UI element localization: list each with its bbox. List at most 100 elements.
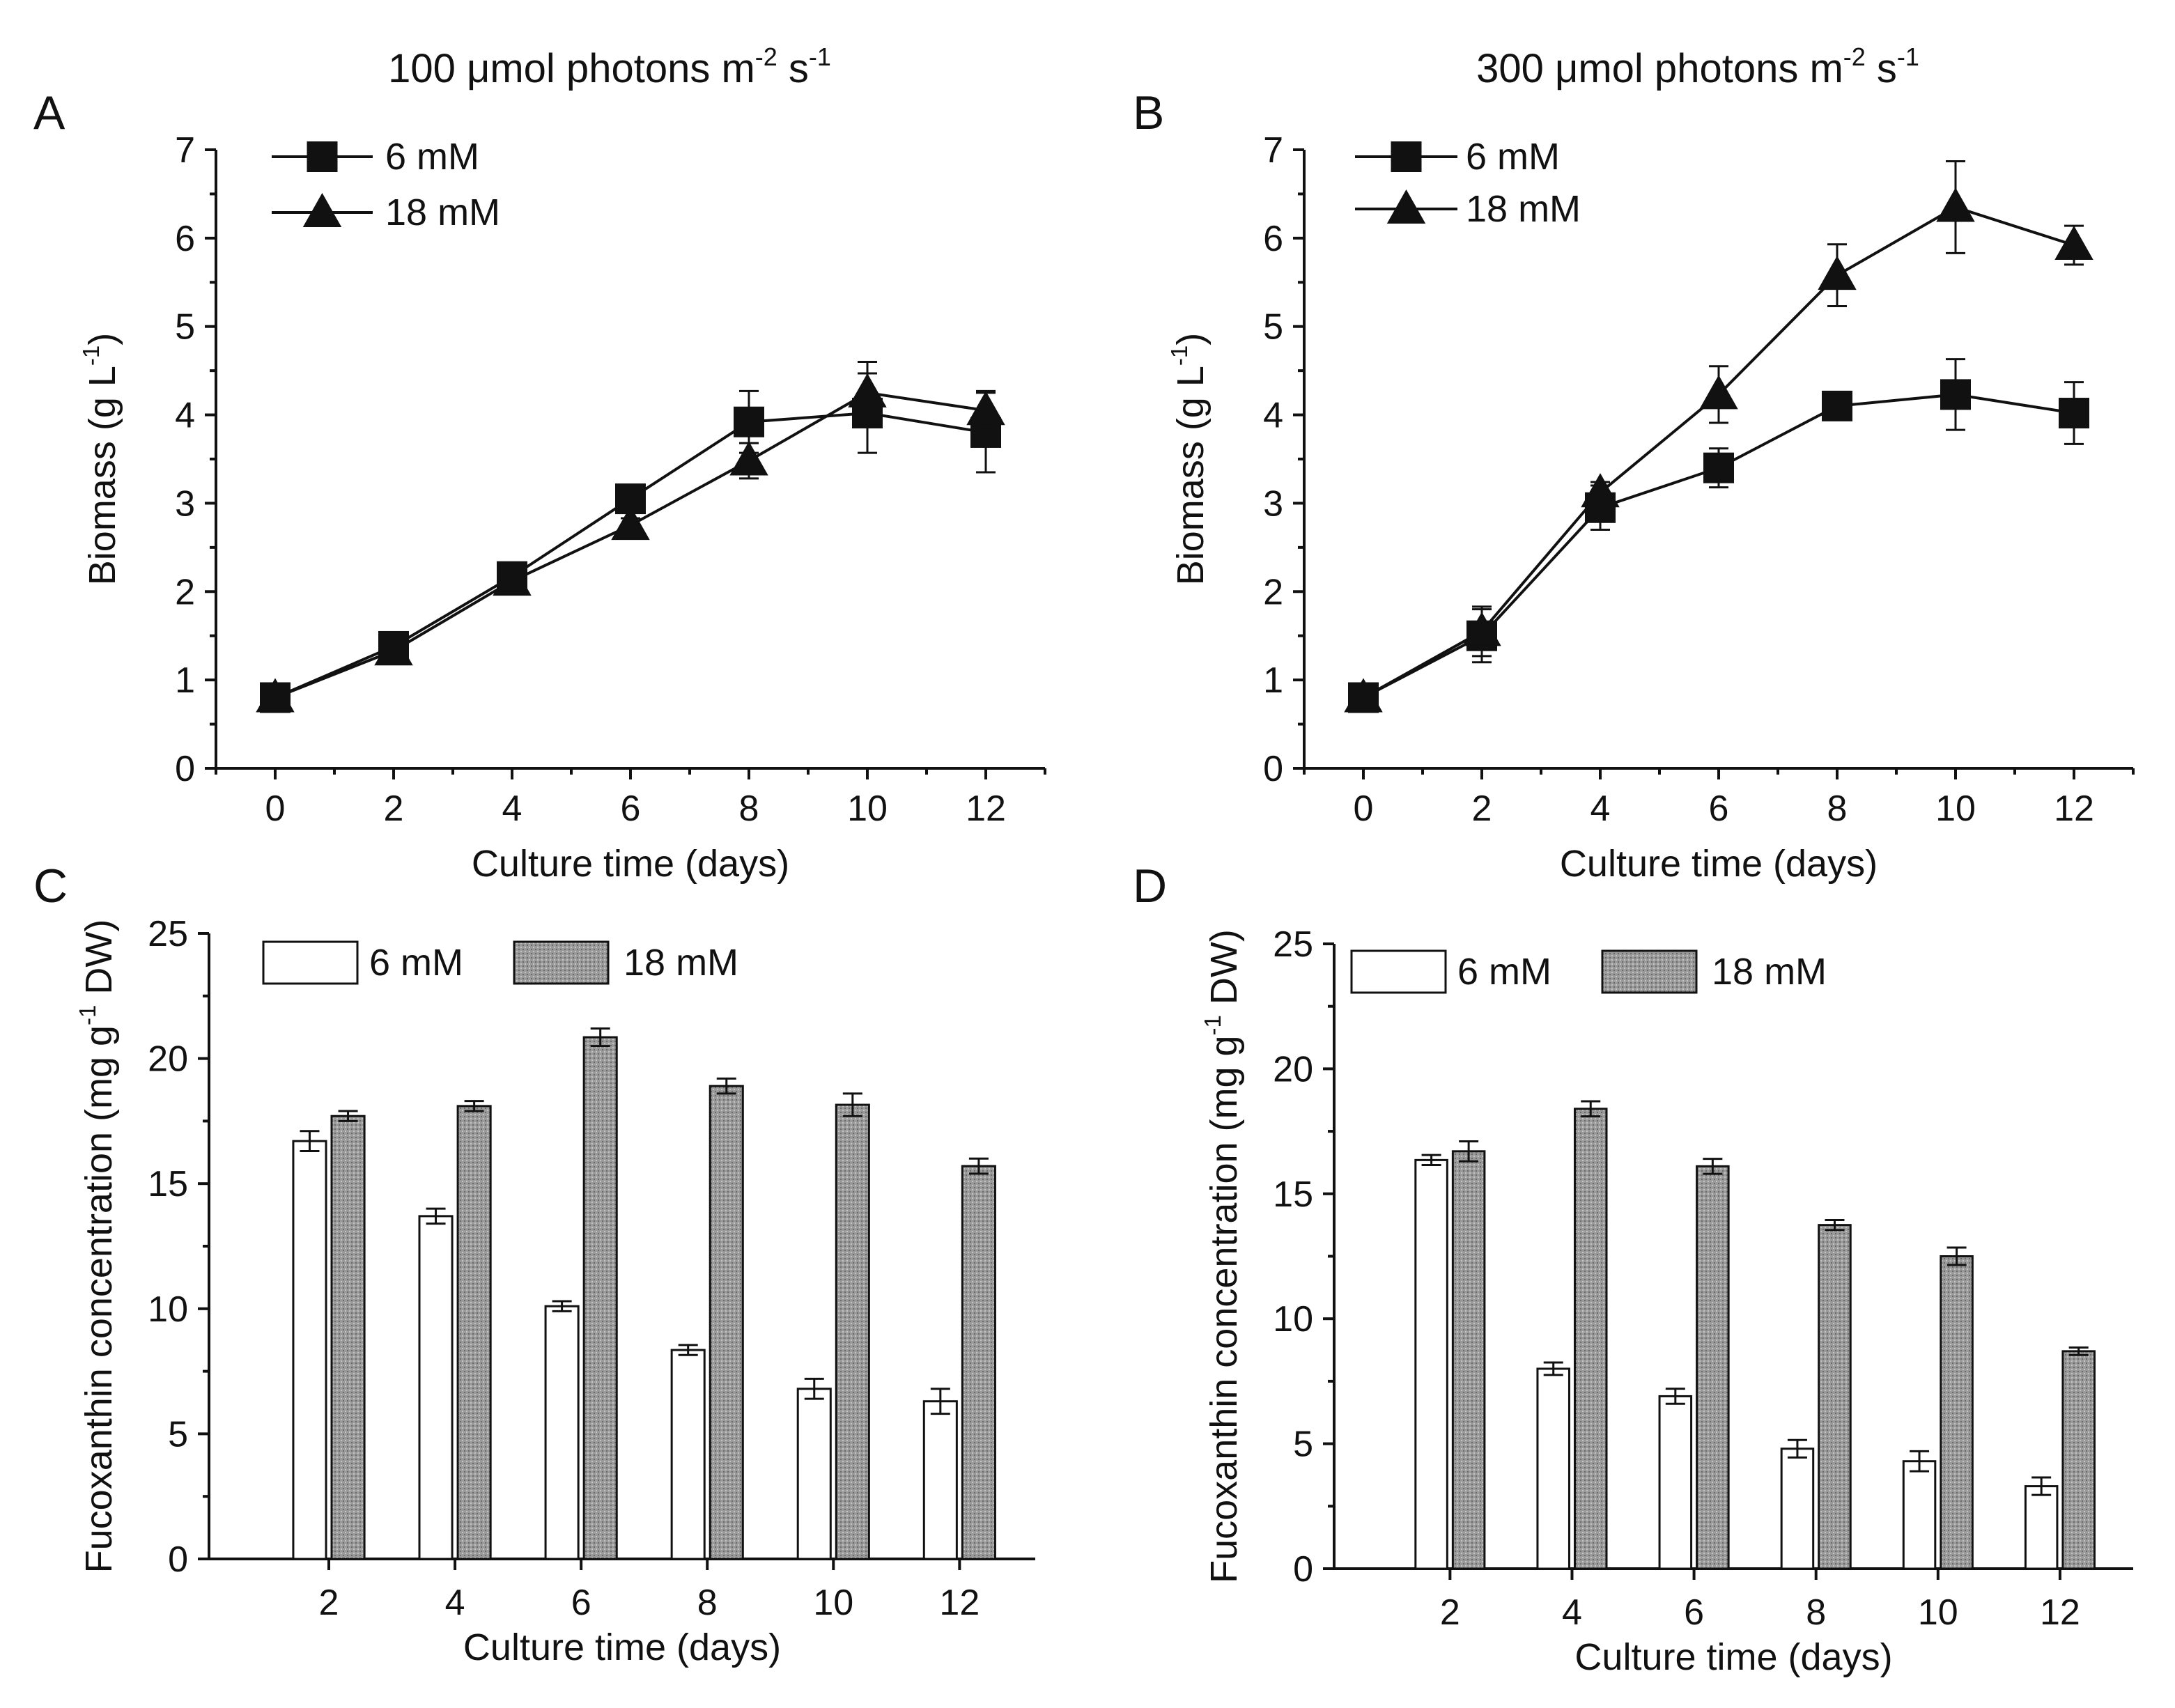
y-tick-label: 6	[1263, 219, 1283, 259]
x-tick-label: 8	[739, 789, 759, 829]
y-tick-label: 25	[1273, 924, 1313, 965]
legend-label: 18 mM	[624, 942, 738, 984]
bar-6-mm	[2024, 1485, 2059, 1570]
x-axis-title: Culture time (days)	[1574, 1636, 1892, 1678]
y-tick-label: 4	[1263, 396, 1283, 436]
x-tick-label: 12	[939, 1583, 980, 1623]
x-tick-label: 2	[1472, 789, 1492, 829]
bar-18-mm	[1696, 1165, 1730, 1570]
y-axis-title-part-2: )	[1170, 333, 1212, 346]
y-axis-title-part-0: Biomass (g L	[82, 366, 123, 585]
panel-letter-a: A	[33, 86, 65, 139]
panel-title-part-3: -1	[1897, 42, 1919, 71]
legend-swatch-stippled	[513, 940, 610, 985]
data-point-triangle	[2054, 225, 2093, 261]
bar-6-mm	[922, 1400, 958, 1560]
bar-18-mm	[582, 1036, 618, 1560]
x-tick-label: 10	[1935, 789, 1976, 829]
x-axis-title: Culture time (days)	[472, 843, 789, 885]
y-axis-title: Biomass (g L-1)	[1166, 333, 1212, 585]
series-6-mm	[260, 372, 1001, 713]
legend-label: 6 mM	[1457, 951, 1551, 993]
data-point-square	[734, 406, 764, 437]
panel-title-part-0: 300 μmol photons m	[1476, 46, 1843, 91]
x-tick-label: 6	[1684, 1592, 1704, 1633]
y-tick-label: 2	[1263, 572, 1283, 612]
bar-18-mm	[1573, 1108, 1608, 1570]
bar-18-mm	[2061, 1350, 2096, 1570]
panel-letter-b: B	[1133, 86, 1164, 139]
y-tick-label: 25	[148, 914, 188, 954]
data-point-square	[2059, 398, 2089, 429]
legend: 6 mM 18 mM	[262, 940, 738, 985]
y-tick-label: 15	[1273, 1174, 1313, 1215]
bar-6-mm	[544, 1305, 580, 1560]
legend-marker-square	[1391, 141, 1422, 172]
y-axis-title-part-1: -1	[1200, 1015, 1225, 1035]
y-tick-label: 7	[175, 130, 195, 171]
y-axis-title: Fucoxanthin concentration (mg g-1 DW)	[75, 919, 120, 1574]
x-tick-label: 10	[813, 1583, 853, 1623]
panel-title: 300 μmol photons m-2 s-1	[1476, 42, 1919, 91]
bar-6-mm	[1414, 1158, 1448, 1570]
x-tick-label: 12	[966, 789, 1006, 829]
legend: 6 mM 18 mM	[272, 136, 500, 233]
panel-c: C 0 5 10 15 20 25 Fucoxanthin concentration (mg…	[33, 860, 1035, 1668]
bar-6-mm	[1658, 1395, 1693, 1570]
legend-label: 18 mM	[1466, 188, 1581, 230]
panel-title-part-2: s	[777, 46, 809, 91]
panel-title-part-3: -1	[809, 42, 831, 71]
y-tick-label: 0	[1293, 1549, 1313, 1590]
data-point-triangle	[611, 506, 650, 541]
y-tick-label: 5	[168, 1414, 188, 1454]
y-axis-title-part-1: -1	[1166, 346, 1192, 366]
x-tick-label: 0	[1354, 789, 1374, 829]
y-tick-label: 15	[148, 1164, 188, 1204]
legend-swatch-open	[1350, 949, 1447, 994]
x-tick-label: 4	[1590, 789, 1611, 829]
y-tick-label: 7	[1263, 130, 1283, 171]
y-axis-title: Fucoxanthin concentration (mg g-1 DW)	[1200, 929, 1245, 1583]
data-point-square	[1703, 452, 1734, 483]
data-point-triangle	[729, 441, 768, 476]
y-axis-title-part-0: Biomass (g L	[1170, 366, 1212, 585]
data-point-triangle	[1344, 678, 1383, 713]
x-tick-label: 2	[384, 789, 404, 829]
x-tick-label: 6	[621, 789, 641, 829]
data-point-triangle	[493, 561, 532, 596]
panel-title: 100 μmol photons m-2 s-1	[388, 42, 831, 91]
y-tick-label: 3	[175, 483, 195, 524]
bar-18-mm	[1818, 1224, 1852, 1570]
y-axis-title-part-1: -1	[75, 1005, 100, 1025]
bar-6-mm	[670, 1349, 706, 1560]
legend-marker-triangle	[1386, 189, 1426, 224]
data-point-triangle	[1936, 187, 1975, 222]
x-tick-label: 4	[502, 789, 523, 829]
y-tick-label: 5	[1293, 1424, 1313, 1465]
x-tick-label: 12	[2040, 1592, 2080, 1633]
x-axis-title: Culture time (days)	[1560, 843, 1878, 885]
y-tick-label: 3	[1263, 483, 1283, 524]
legend-label: 6 mM	[385, 136, 479, 178]
data-point-triangle	[374, 631, 413, 666]
legend: 6 mM 18 mM	[1350, 949, 1827, 994]
y-axis-title-part-2: )	[82, 333, 123, 346]
bar-6-mm	[1902, 1460, 1937, 1570]
bar-18-mm	[330, 1115, 366, 1560]
y-tick-label: 5	[175, 307, 195, 348]
panel-letter-d: D	[1133, 860, 1167, 913]
series-18-mm	[256, 360, 1005, 713]
bar-18-mm	[835, 1103, 870, 1560]
x-tick-label: 0	[265, 789, 286, 829]
bar-18-mm	[709, 1085, 744, 1560]
y-tick-label: 1	[175, 660, 195, 701]
y-tick-label: 20	[148, 1039, 188, 1080]
legend-swatch-stippled	[1601, 949, 1698, 994]
data-point-triangle	[1581, 473, 1620, 508]
legend-label: 18 mM	[1712, 951, 1827, 993]
data-point-triangle	[256, 678, 295, 713]
x-tick-label: 12	[2054, 789, 2094, 829]
legend-marker-triangle	[302, 192, 342, 227]
y-axis-title-part-1: -1	[78, 346, 104, 366]
panel-title-part-1: -2	[755, 42, 777, 71]
